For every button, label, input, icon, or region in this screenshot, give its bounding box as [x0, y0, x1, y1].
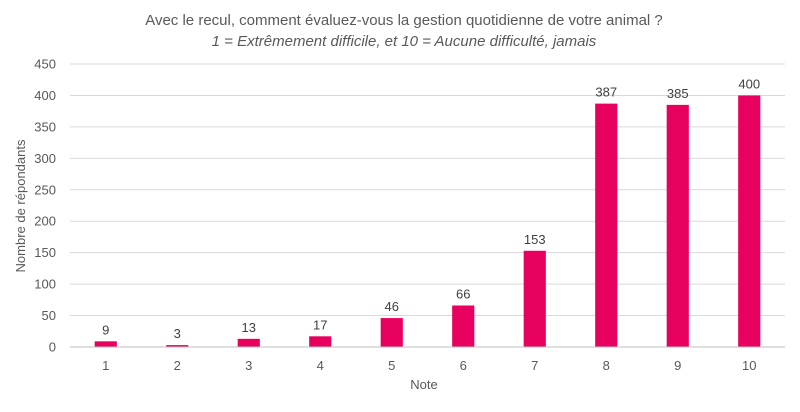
y-tick-label: 300	[34, 151, 56, 166]
x-tick-label: 3	[245, 358, 252, 373]
x-axis-tick-labels: 1 2 3 4 5 6 7 8 9 10	[102, 358, 756, 373]
data-label: 13	[242, 320, 256, 335]
bar	[523, 250, 546, 347]
bar	[237, 338, 260, 347]
bar	[452, 305, 475, 347]
y-tick-label: 150	[34, 245, 56, 260]
bar	[309, 336, 332, 347]
bars	[94, 95, 761, 348]
y-tick-label: 0	[49, 340, 56, 355]
y-tick-label: 450	[34, 57, 56, 72]
y-tick-label: 350	[34, 119, 56, 134]
x-tick-label: 8	[603, 358, 610, 373]
data-label: 3	[174, 326, 181, 341]
x-tick-label: 4	[317, 358, 324, 373]
y-tick-label: 200	[34, 214, 56, 229]
data-labels: 9 3 13 17 46 66 153 387 385 400	[102, 76, 760, 341]
y-axis-title: Nombre de répondants	[13, 139, 28, 272]
data-label: 66	[456, 286, 470, 301]
bar	[595, 103, 618, 348]
bar	[738, 95, 761, 347]
x-tick-label: 10	[742, 358, 756, 373]
y-tick-label: 50	[42, 308, 56, 323]
data-label: 400	[738, 76, 760, 91]
bar	[380, 318, 403, 347]
data-label: 387	[595, 85, 617, 100]
chart-title: Avec le recul, comment évaluez-vous la g…	[145, 12, 663, 29]
y-axis-tick-labels: 0 50 100 150 200 250 300 350 400 450	[34, 57, 56, 355]
y-tick-label: 100	[34, 277, 56, 292]
bar	[666, 104, 689, 347]
x-axis-title: Note	[410, 377, 437, 392]
data-label: 17	[313, 317, 327, 332]
chart-subtitle: 1 = Extrêmement difficile, et 10 = Aucun…	[212, 33, 597, 50]
x-tick-label: 7	[531, 358, 538, 373]
bar	[166, 345, 189, 347]
x-tick-label: 5	[388, 358, 395, 373]
y-tick-label: 400	[34, 88, 56, 103]
x-tick-label: 6	[460, 358, 467, 373]
data-label: 46	[385, 299, 399, 314]
x-tick-label: 1	[102, 358, 109, 373]
data-label: 9	[102, 322, 109, 337]
gridlines	[70, 63, 785, 317]
data-label: 385	[667, 86, 689, 101]
bar	[94, 341, 117, 347]
x-tick-label: 2	[174, 358, 181, 373]
x-tick-label: 9	[674, 358, 681, 373]
y-tick-label: 250	[34, 182, 56, 197]
data-label: 153	[524, 232, 546, 247]
